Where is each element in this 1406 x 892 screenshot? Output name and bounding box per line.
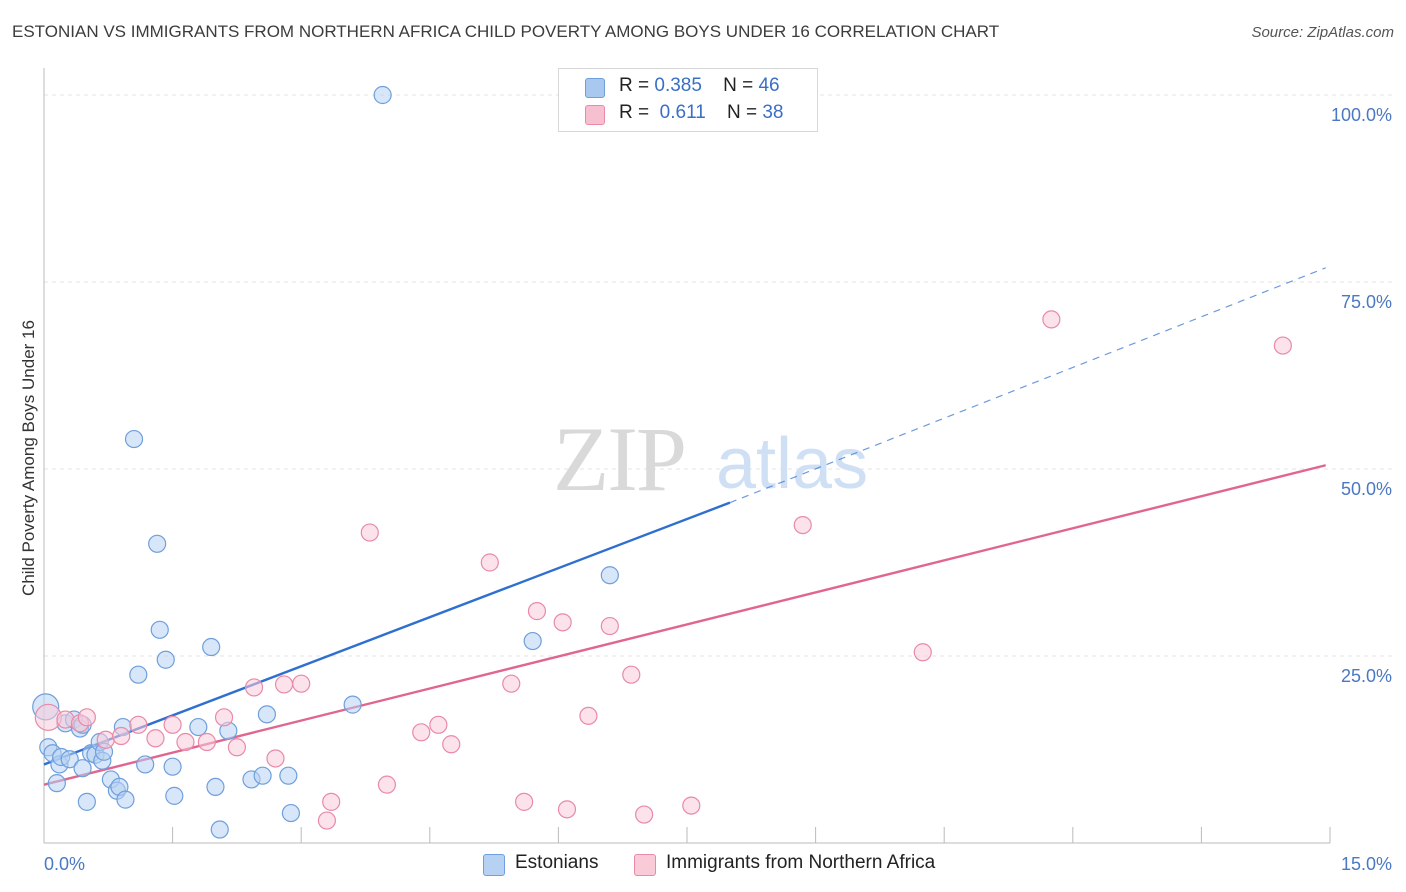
estonian-point: [210, 820, 229, 839]
immigrant-point: [1042, 310, 1061, 329]
immigrant-point: [266, 749, 285, 768]
estonian-point: [343, 695, 362, 714]
trend-lines: [43, 267, 1327, 786]
immigrant-point: [292, 674, 311, 693]
legend-r-label: R =: [619, 102, 650, 123]
series-label-immigrants: Immigrants from Northern Africa: [666, 852, 936, 873]
grid-lines: [44, 94, 1392, 657]
estonian-point: [148, 534, 167, 553]
chart-title: ESTONIAN VS IMMIGRANTS FROM NORTHERN AFR…: [12, 22, 1000, 41]
estonian-point: [73, 759, 92, 778]
estonian-point: [163, 757, 182, 776]
immigrant-point: [227, 738, 246, 757]
immigrant-point: [502, 674, 521, 693]
data-points: [32, 85, 1292, 839]
estonian-point: [600, 566, 619, 585]
immigrant-point: [442, 735, 461, 754]
estonian-point: [373, 85, 392, 105]
immigrant-point: [600, 616, 619, 636]
y-tick-label: 75.0%: [1341, 292, 1392, 312]
tick-labels: 25.0% 50.0% 75.0% 100.0% 0.0% 15.0%: [44, 105, 1392, 874]
immigrant-point: [112, 726, 131, 746]
estonian-point: [281, 803, 301, 823]
legend-r-value: 0.385: [654, 75, 702, 96]
immigrant-point: [322, 792, 341, 811]
estonian-point: [129, 665, 148, 684]
immigrant-point: [682, 796, 701, 815]
immigrant-point: [77, 708, 96, 727]
immigrant-point: [146, 729, 165, 748]
y-axis-label: Child Poverty Among Boys Under 16: [19, 320, 38, 596]
immigrant-point: [527, 602, 547, 621]
immigrant-point: [360, 523, 379, 542]
immigrant-point: [412, 723, 431, 742]
legend-r-value: 0.611: [659, 102, 706, 123]
legend-n-label: N =: [726, 102, 758, 123]
series-label-estonians: Estonians: [515, 852, 599, 873]
immigrant-point: [429, 715, 448, 734]
estonian-point: [279, 766, 298, 785]
legend-swatch-estonians: [585, 78, 605, 98]
estonian-point: [257, 705, 277, 724]
immigrant-point: [377, 775, 397, 794]
legend-n-value: 46: [758, 75, 780, 96]
immigrant-point: [1273, 336, 1292, 355]
series-swatch-estonians: [483, 854, 505, 876]
series-swatch-immigrants: [634, 854, 656, 876]
immigrant-point: [176, 732, 195, 752]
watermark-atlas: atlas: [716, 424, 868, 504]
y-tick-label: 100.0%: [1331, 105, 1392, 125]
x-tick-label: 0.0%: [44, 854, 85, 874]
y-tick-label: 50.0%: [1341, 479, 1392, 499]
estonian-point: [77, 792, 96, 811]
estonian-point: [47, 774, 66, 793]
legend-r-label: R =: [619, 75, 650, 96]
immigrant-point: [244, 678, 264, 697]
immigrant-point: [214, 708, 234, 727]
immigrant-point: [197, 732, 216, 752]
immigrant-point: [635, 805, 654, 824]
immigrant-point: [793, 515, 812, 535]
immigrant-point: [317, 811, 337, 830]
immigrant-point: [913, 643, 932, 662]
estonian-point: [165, 786, 184, 805]
source-label: Source: ZipAtlas.com: [1251, 24, 1394, 41]
axes: [43, 68, 1331, 844]
immigrant-point: [557, 800, 577, 819]
estonian-point: [189, 717, 208, 737]
estonian-trend-line: [43, 501, 731, 766]
immigrant-point: [96, 730, 115, 749]
immigrant-point: [515, 792, 534, 811]
immigrant-point: [129, 715, 148, 734]
estonian-point: [523, 631, 542, 651]
correlation-legend: R = 0.385 N = 46 R = 0.611 N = 38: [558, 68, 818, 132]
estonian-trend-extension: [729, 267, 1326, 504]
estonian-point: [124, 429, 144, 449]
estonian-point: [136, 755, 155, 774]
estonian-point: [116, 790, 135, 809]
immigrant-point: [274, 675, 294, 694]
estonian-point: [156, 650, 175, 669]
estonian-point: [60, 750, 79, 769]
legend-n-value: 38: [762, 102, 784, 123]
immigrant-point: [553, 613, 572, 632]
immigrant-point: [579, 706, 598, 725]
legend-swatch-immigrants: [585, 105, 605, 125]
immigrant-point: [622, 665, 641, 684]
estonian-point: [253, 766, 272, 785]
estonian-point: [150, 620, 169, 639]
immigrant-point: [163, 715, 182, 734]
immigrant-point: [480, 553, 499, 572]
estonian-point: [202, 637, 221, 657]
estonian-point: [206, 777, 225, 797]
y-tick-label: 25.0%: [1341, 666, 1392, 686]
legend-n-label: N =: [723, 75, 754, 96]
x-tick-label: 15.0%: [1341, 854, 1392, 874]
immigrant-trend-line: [43, 464, 1327, 786]
watermark-zip: ZIP: [553, 408, 685, 510]
